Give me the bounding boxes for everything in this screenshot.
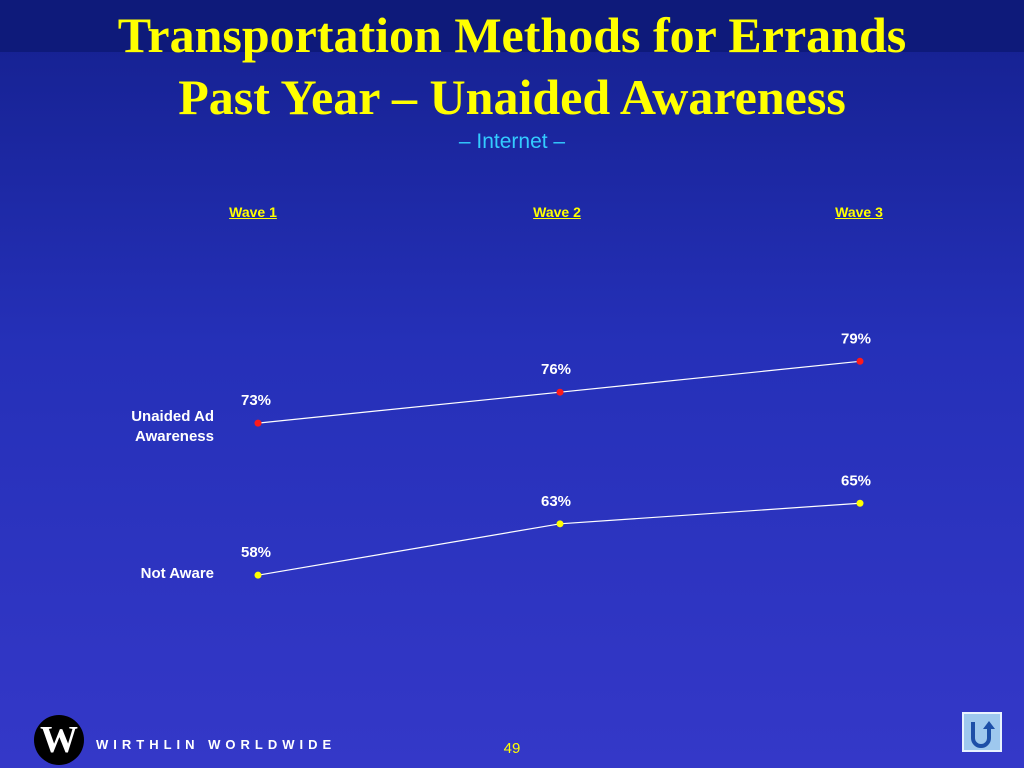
series-label-unaided: Unaided Ad Awareness	[131, 408, 214, 445]
brand-name: WIRTHLIN WORLDWIDE	[96, 737, 337, 752]
slide-subtitle: – Internet –	[458, 130, 566, 153]
series-line-1	[257, 502, 861, 576]
wirthlin-logo: W	[34, 715, 84, 765]
data-point-1-2	[856, 499, 864, 507]
wave-1-header: Wave 1	[229, 204, 277, 220]
data-label-0-0: 73%	[241, 392, 271, 409]
wave-2-header: Wave 2	[533, 204, 581, 220]
data-point-0-0	[254, 419, 262, 427]
u-turn-arrow-icon[interactable]	[962, 712, 1002, 752]
data-point-1-1	[556, 520, 564, 528]
wave-3-header: Wave 3	[835, 204, 883, 220]
data-point-0-1	[556, 388, 564, 396]
page-number: 49	[503, 740, 521, 757]
title-band	[0, 0, 1024, 52]
data-label-0-2: 79%	[841, 330, 871, 347]
series-label-not-aware: Not Aware	[140, 565, 214, 582]
data-point-0-2	[856, 357, 864, 365]
data-label-1-2: 65%	[841, 472, 871, 489]
data-label-1-1: 63%	[541, 493, 571, 510]
data-label-1-0: 58%	[241, 544, 271, 561]
slide-title: Transportation Methods for Errands Past …	[0, 4, 1024, 128]
title-line-2: Past Year – Unaided Awareness	[178, 69, 846, 125]
title-line-1: Transportation Methods for Errands	[117, 7, 907, 63]
data-point-1-0	[254, 571, 262, 579]
data-label-0-1: 76%	[541, 361, 571, 378]
